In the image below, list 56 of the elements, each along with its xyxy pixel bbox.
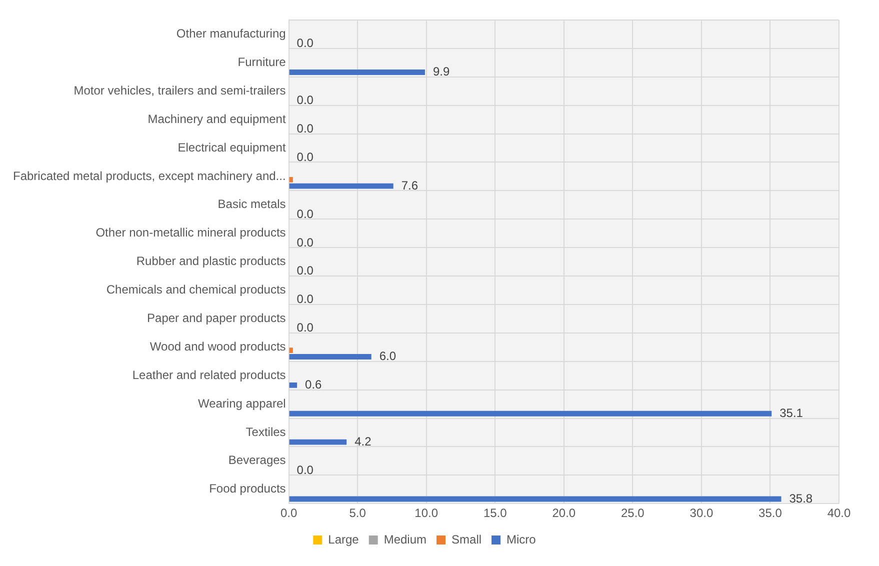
data-label: 7.6	[401, 178, 418, 192]
data-label: 0.0	[296, 206, 314, 221]
y-tick-label: Rubber and plastic products	[136, 254, 286, 268]
y-tick-label: Leather and related products	[132, 368, 286, 382]
bar	[289, 70, 425, 75]
data-label: 0.0	[296, 36, 314, 50]
data-label: 0.0	[296, 121, 314, 136]
bar	[289, 183, 394, 189]
data-label: 0.0	[296, 292, 314, 306]
data-label: 9.9	[432, 64, 450, 79]
x-tick-label: 5.0	[349, 506, 366, 520]
data-label: 0.0	[296, 320, 314, 335]
data-label: 0.0	[296, 235, 314, 250]
data-label: 0.6	[305, 378, 322, 392]
bar	[289, 439, 347, 445]
y-tick-label: Wearing apparel	[198, 396, 286, 410]
data-label: 6.0	[379, 349, 396, 364]
data-label: 35.8	[789, 491, 813, 506]
y-tick-label: Food products	[209, 482, 286, 496]
y-tick-label: Beverages	[228, 453, 286, 468]
y-tick-label: Furniture	[238, 54, 286, 69]
y-tick-label: Other non-metallic mineral products	[96, 226, 286, 240]
data-label: 4.2	[354, 434, 372, 448]
data-label: 0.0	[296, 462, 314, 477]
x-tick-label: 20.0	[552, 506, 576, 520]
data-label: 0.0	[296, 150, 314, 164]
y-tick-label: Other manufacturing	[176, 26, 286, 41]
y-tick-label: Fabricated metal products, except machinery and...	[12, 168, 286, 183]
data-label: 35.1	[780, 406, 804, 420]
y-tick-label: Basic metals	[218, 197, 286, 212]
bar	[289, 382, 298, 388]
x-tick-label: 0.0	[280, 506, 298, 520]
y-tick-label: Wood and wood products	[150, 339, 286, 354]
bar	[289, 348, 293, 354]
legend-label: Medium	[384, 532, 427, 546]
x-tick-label: 40.0	[827, 506, 851, 520]
x-tick-label: 35.0	[758, 506, 782, 520]
x-tick-label: 30.0	[690, 506, 714, 520]
y-tick-label: Chemicals and chemical products	[106, 282, 286, 297]
data-label: 0.0	[296, 93, 314, 108]
y-tick-label: Paper and paper products	[147, 311, 286, 326]
y-tick-label: Textiles	[246, 424, 286, 439]
y-tick-label: Motor vehicles, trailers and semi-trailers	[74, 83, 286, 98]
x-tick-label: 15.0	[483, 506, 508, 520]
x-tick-label: 25.0	[620, 506, 645, 520]
bar	[289, 496, 782, 502]
data-label: 0.0	[296, 264, 314, 278]
legend-label: Micro	[506, 532, 536, 546]
y-tick-label: Electrical equipment	[178, 140, 286, 154]
bar	[289, 354, 372, 360]
y-tick-label: Machinery and equipment	[148, 112, 286, 126]
x-tick-label: 10.0	[414, 506, 438, 520]
bar	[289, 176, 293, 182]
bar	[289, 410, 772, 416]
legend-label: Large	[328, 532, 360, 546]
legend-label: Small	[452, 532, 482, 546]
